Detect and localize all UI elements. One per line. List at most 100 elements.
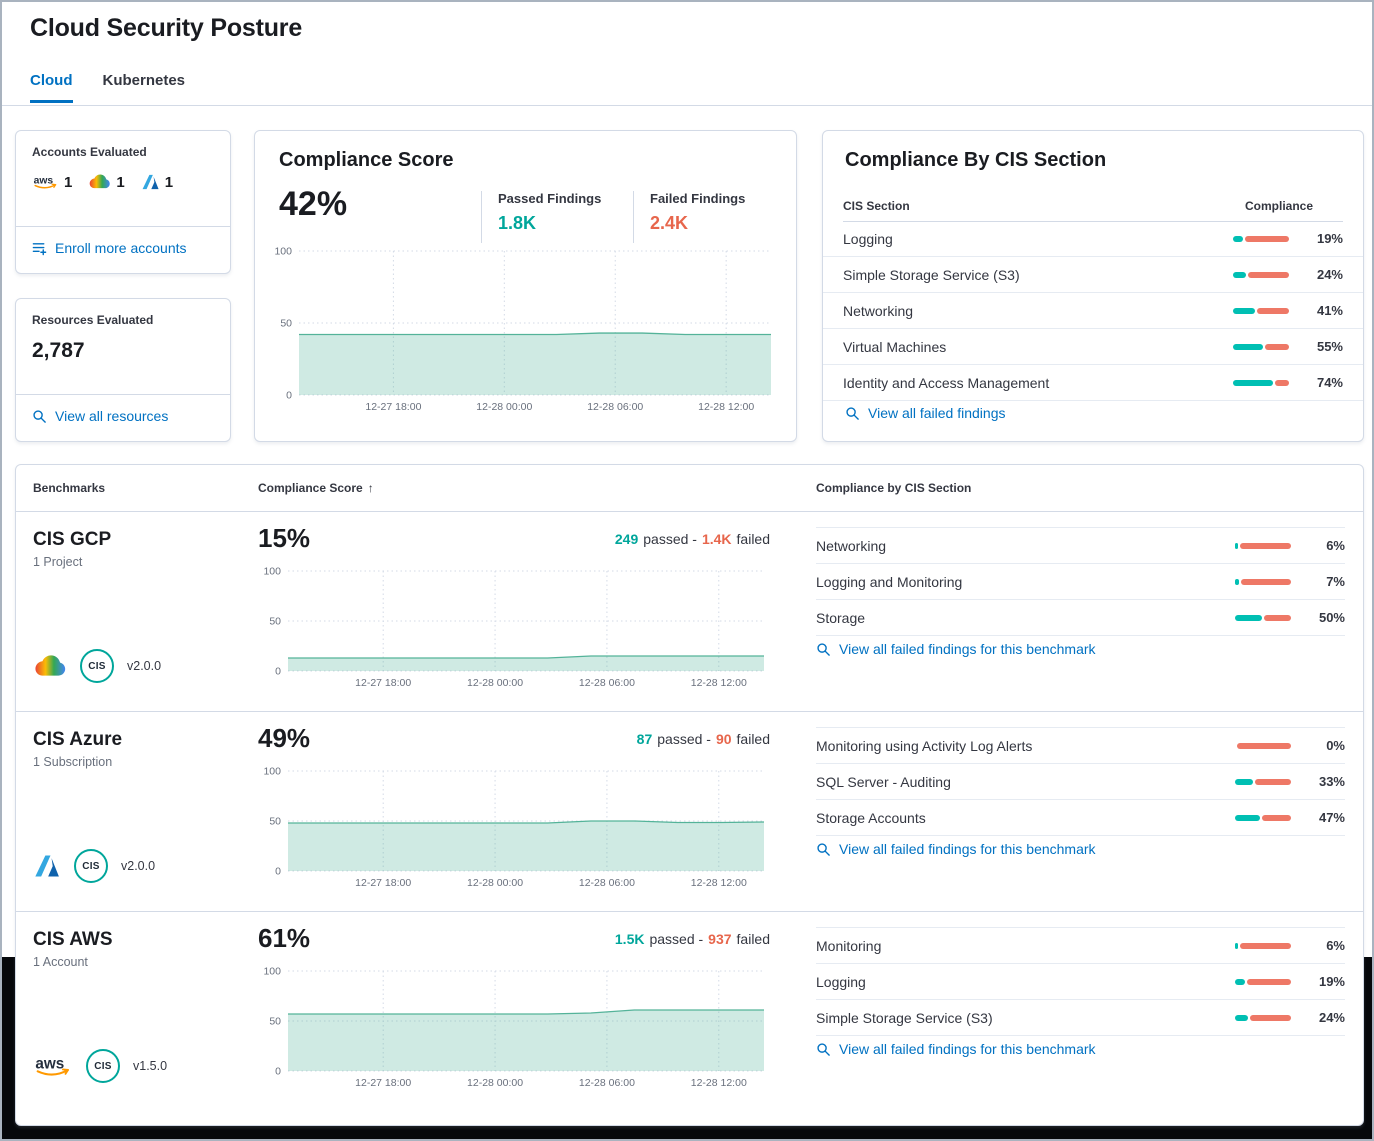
compliance-score-title: Compliance Score bbox=[279, 149, 454, 171]
view-benchmark-failed-findings-link[interactable]: View all failed findings for this benchm… bbox=[816, 841, 1096, 857]
divider bbox=[16, 394, 230, 395]
cis-section-value: 24% bbox=[1316, 267, 1343, 282]
bar-passed-segment bbox=[1233, 307, 1256, 314]
cis-section-value: 0% bbox=[1326, 738, 1345, 753]
bar-passed-segment bbox=[1235, 614, 1262, 621]
svg-text:100: 100 bbox=[263, 566, 281, 578]
svg-text:12-28 12:00: 12-28 12:00 bbox=[698, 401, 754, 413]
bar-passed-segment bbox=[1233, 235, 1244, 242]
cis-section-row: Simple Storage Service (S3) 24% bbox=[816, 1000, 1345, 1036]
divider bbox=[16, 226, 230, 227]
aws-account-count: 1 bbox=[64, 173, 73, 191]
view-benchmark-failed-findings-link[interactable]: View all failed findings for this benchm… bbox=[816, 641, 1096, 657]
cis-section-label: SQL Server - Auditing bbox=[816, 773, 951, 790]
cis-section-label: Logging and Monitoring bbox=[816, 573, 963, 590]
benchmark-score-value: 49% bbox=[258, 723, 311, 753]
cis-section-label: Networking bbox=[816, 537, 887, 554]
svg-text:aws: aws bbox=[35, 1055, 64, 1072]
tabs-divider bbox=[2, 105, 1372, 106]
cis-section-row: Simple Storage Service (S3) 24% bbox=[823, 257, 1363, 293]
svg-text:12-27 18:00: 12-27 18:00 bbox=[355, 677, 411, 689]
svg-text:12-28 06:00: 12-28 06:00 bbox=[579, 1077, 635, 1089]
compliance-score-column-header[interactable]: Compliance Score ↑ bbox=[258, 481, 374, 495]
cis-section-title: Compliance By CIS Section bbox=[845, 149, 1107, 171]
cis-section-column-header: CIS Section bbox=[843, 199, 910, 213]
benchmark-trend-chart: 0 50 100 12-27 18:00 12-28 00:00 12-28 06:00 1… bbox=[258, 763, 774, 891]
passed-word: passed - bbox=[657, 731, 711, 747]
bar-failed-segment bbox=[1240, 542, 1291, 549]
resources-evaluated-title: Resources Evaluated bbox=[32, 313, 154, 327]
cis-section-row: Monitoring 6% bbox=[816, 928, 1345, 964]
failed-findings-stat: Failed Findings 2.4K bbox=[633, 191, 745, 243]
bar-failed-segment bbox=[1254, 778, 1291, 785]
compliance-column-header: Compliance bbox=[1244, 199, 1313, 213]
cis-section-value: 74% bbox=[1316, 375, 1343, 390]
resources-evaluated-card: Resources Evaluated 2,787 View all resou… bbox=[15, 298, 231, 442]
gcp-icon bbox=[90, 174, 111, 189]
cis-section-row: Networking 6% bbox=[816, 528, 1345, 564]
gcp-icon bbox=[35, 654, 66, 676]
benchmark-score-column: 49% 87 passed - 90 failed 0 50 100 12-27 18… bbox=[258, 711, 774, 911]
svg-text:12-28 12:00: 12-28 12:00 bbox=[691, 877, 747, 889]
compliance-score-column-label: Compliance Score bbox=[258, 481, 363, 495]
cis-section-row: Virtual Machines 55% bbox=[823, 329, 1363, 365]
cis-section-value: 6% bbox=[1326, 538, 1345, 553]
bar-failed-segment bbox=[1240, 578, 1291, 585]
view-all-resources-link[interactable]: View all resources bbox=[32, 408, 168, 424]
svg-text:12-27 18:00: 12-27 18:00 bbox=[355, 877, 411, 889]
cis-section-label: Monitoring using Activity Log Alerts bbox=[816, 737, 1033, 754]
compliance-bar bbox=[1235, 614, 1291, 621]
compliance-bar bbox=[1235, 742, 1291, 749]
cis-section-value: 6% bbox=[1326, 938, 1345, 953]
svg-text:100: 100 bbox=[263, 966, 281, 978]
magnifier-icon bbox=[817, 642, 830, 656]
cis-logo-text: CIS bbox=[88, 660, 106, 672]
benchmark-score-column: 15% 249 passed - 1.4K failed 0 50 100 12-27… bbox=[258, 511, 774, 711]
compliance-bar bbox=[1235, 1014, 1291, 1021]
benchmark-subtitle: 1 Project bbox=[33, 555, 83, 569]
enroll-more-accounts-link[interactable]: Enroll more accounts bbox=[32, 240, 187, 256]
benchmark-version: v1.5.0 bbox=[133, 1059, 168, 1073]
bar-passed-segment bbox=[1235, 978, 1246, 985]
benchmark-info: CIS AWS 1 Account aws CIS v1.5.0 bbox=[33, 911, 253, 1111]
failed-word: failed bbox=[736, 931, 770, 947]
benchmark-logos: aws CIS v1.5.0 bbox=[33, 1049, 167, 1083]
cis-logo-text: CIS bbox=[94, 1060, 112, 1072]
benchmark-row-cis-gcp: CIS GCP 1 Project CIS v2.0.0 15% 249 pas… bbox=[16, 511, 1363, 712]
view-all-failed-findings-link[interactable]: View all failed findings bbox=[845, 405, 1006, 421]
enroll-accounts-icon bbox=[32, 242, 47, 255]
view-benchmark-failed-findings-label: View all failed findings for this benchm… bbox=[839, 1041, 1096, 1057]
svg-text:aws: aws bbox=[34, 176, 54, 187]
cis-logo: CIS bbox=[74, 849, 108, 883]
svg-text:12-27 18:00: 12-27 18:00 bbox=[355, 1077, 411, 1089]
bar-passed-segment bbox=[1235, 542, 1239, 549]
tab-kubernetes[interactable]: Kubernetes bbox=[102, 72, 186, 89]
magnifier-icon bbox=[817, 842, 830, 856]
bar-failed-segment bbox=[1245, 235, 1289, 242]
cis-section-row: Storage Accounts 47% bbox=[816, 800, 1345, 836]
benchmark-version: v2.0.0 bbox=[127, 659, 162, 673]
bar-failed-segment bbox=[1257, 307, 1289, 314]
view-all-failed-findings-label: View all failed findings bbox=[868, 405, 1006, 421]
providers-row: aws 1 1 1 bbox=[32, 173, 173, 191]
benchmark-row-cis-azure: CIS Azure 1 Subscription CIS v2.0.0 49% … bbox=[16, 711, 1363, 912]
svg-text:12-28 12:00: 12-28 12:00 bbox=[691, 677, 747, 689]
cis-section-label: Monitoring bbox=[816, 937, 882, 954]
cis-section-label: Logging bbox=[843, 230, 893, 247]
view-benchmark-failed-findings-link[interactable]: View all failed findings for this benchm… bbox=[816, 1041, 1096, 1057]
failed-count: 937 bbox=[708, 931, 732, 947]
compliance-score-trend-chart: 0 50 100 12-27 18:00 12-28 00:00 12-28 06:00 1… bbox=[269, 243, 781, 415]
provider-aws: aws 1 bbox=[32, 173, 73, 191]
benchmark-name: CIS AWS bbox=[33, 929, 113, 950]
bar-failed-segment bbox=[1247, 271, 1289, 278]
svg-text:50: 50 bbox=[269, 816, 281, 828]
tab-cloud[interactable]: Cloud bbox=[30, 72, 73, 103]
failed-word: failed bbox=[736, 731, 770, 747]
cis-section-label: Simple Storage Service (S3) bbox=[816, 1009, 993, 1026]
benchmark-version: v2.0.0 bbox=[121, 859, 156, 873]
bar-failed-segment bbox=[1264, 614, 1291, 621]
cis-section-value: 24% bbox=[1318, 1010, 1345, 1025]
benchmark-cis-sections: Networking 6% Logging and Monitoring 7% … bbox=[816, 511, 1345, 711]
compliance-score-card: Compliance Score 42% Passed Findings 1.8… bbox=[254, 130, 797, 442]
aws-icon: aws bbox=[35, 1055, 69, 1076]
